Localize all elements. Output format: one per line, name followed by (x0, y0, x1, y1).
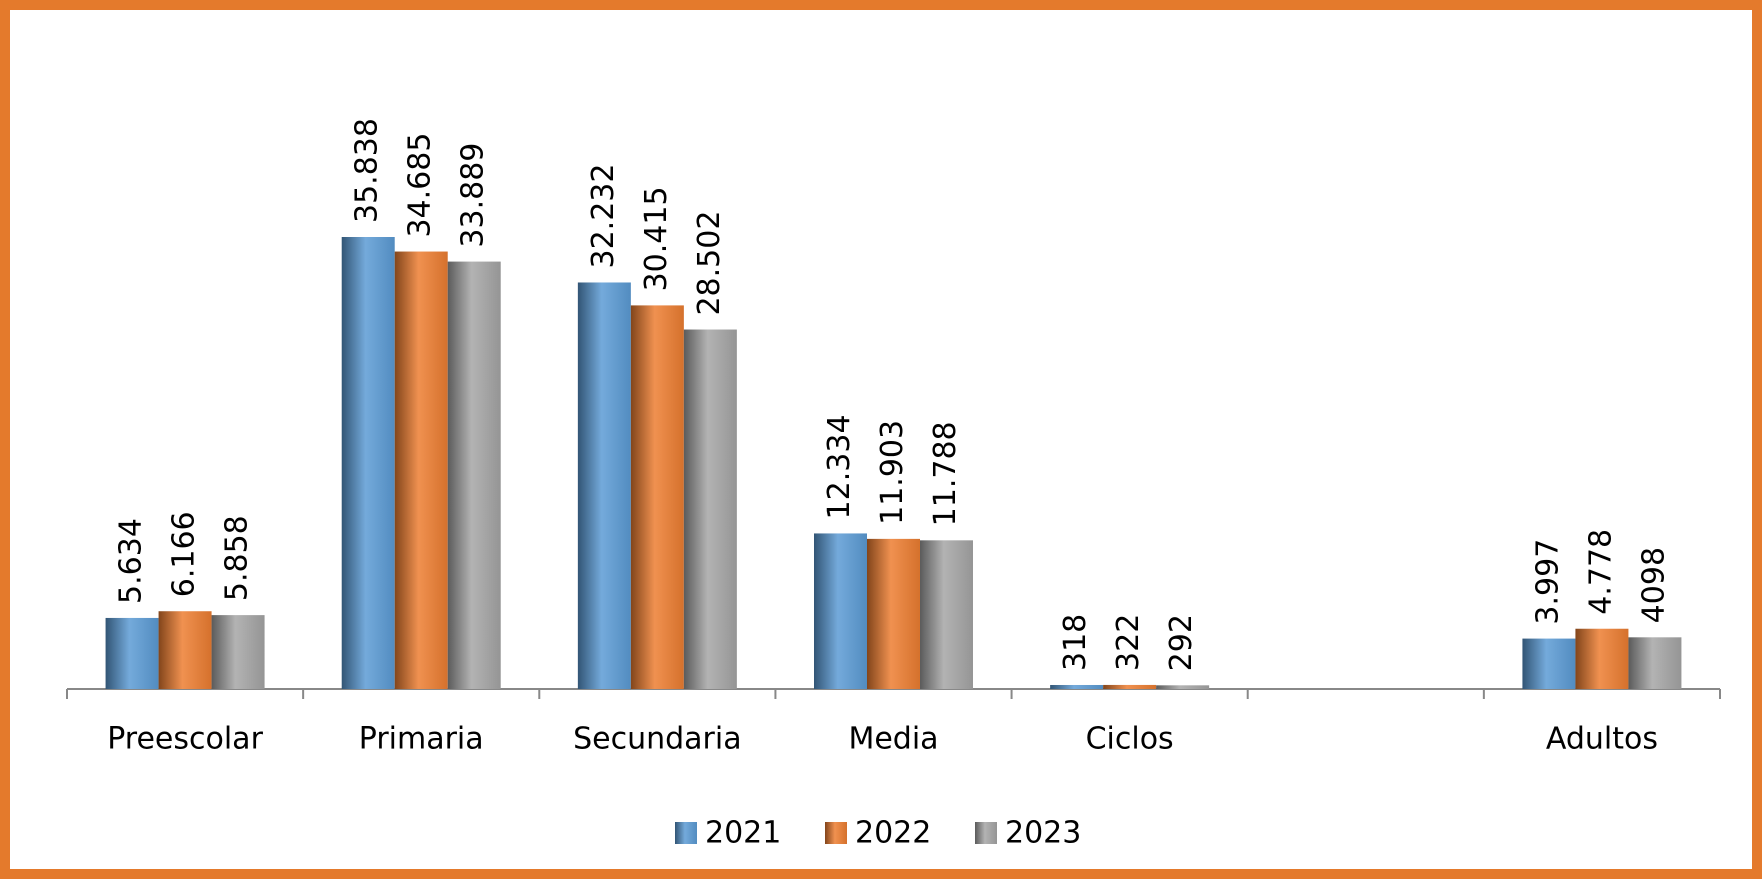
bar (577, 282, 631, 689)
value-label: 4098 (1636, 547, 1671, 623)
value-label: 318 (1058, 614, 1093, 671)
bar (1050, 684, 1104, 689)
legend-label: 2022 (855, 816, 931, 851)
bar (341, 237, 395, 689)
value-label: 322 (1111, 614, 1146, 671)
bar (1575, 628, 1629, 689)
x-tick-label: Preescolar (107, 722, 263, 757)
value-label: 28.502 (692, 211, 727, 316)
value-label: 11.788 (928, 421, 963, 526)
bar (1103, 684, 1157, 689)
bar (447, 261, 501, 689)
value-label: 5.858 (220, 515, 255, 601)
legend-swatch (825, 822, 847, 844)
bar (867, 538, 920, 689)
value-label: 32.232 (586, 163, 621, 268)
value-label: 12.334 (822, 414, 857, 519)
value-label: 5.634 (114, 518, 149, 604)
bar (920, 540, 973, 689)
legend-swatch (675, 822, 697, 844)
value-label: 35.838 (350, 118, 385, 223)
bar (1628, 637, 1682, 689)
legend-label: 2021 (705, 816, 781, 851)
bar (683, 329, 737, 689)
bar (105, 617, 159, 689)
legend-swatch (975, 822, 997, 844)
bar (211, 615, 265, 689)
x-tick-label: Secundaria (573, 722, 742, 757)
value-label: 30.415 (639, 186, 674, 291)
value-label: 33.889 (456, 143, 491, 248)
value-label: 4.778 (1583, 529, 1618, 615)
x-tick-label: Media (848, 722, 938, 757)
value-label: 11.903 (875, 420, 910, 525)
bar (630, 305, 684, 689)
x-tick-label: Ciclos (1086, 722, 1174, 757)
legend-label: 2023 (1005, 816, 1081, 851)
value-label: 292 (1164, 614, 1199, 671)
x-tick-label: Adultos (1546, 722, 1658, 757)
value-label: 6.166 (167, 511, 202, 597)
bar (1156, 685, 1210, 689)
bar (1522, 638, 1576, 689)
bar (158, 611, 212, 689)
x-tick-label: Primaria (359, 722, 484, 757)
value-label: 3.997 (1530, 539, 1565, 625)
bar (814, 533, 867, 689)
bar (394, 251, 448, 689)
value-label: 34.685 (403, 133, 438, 238)
